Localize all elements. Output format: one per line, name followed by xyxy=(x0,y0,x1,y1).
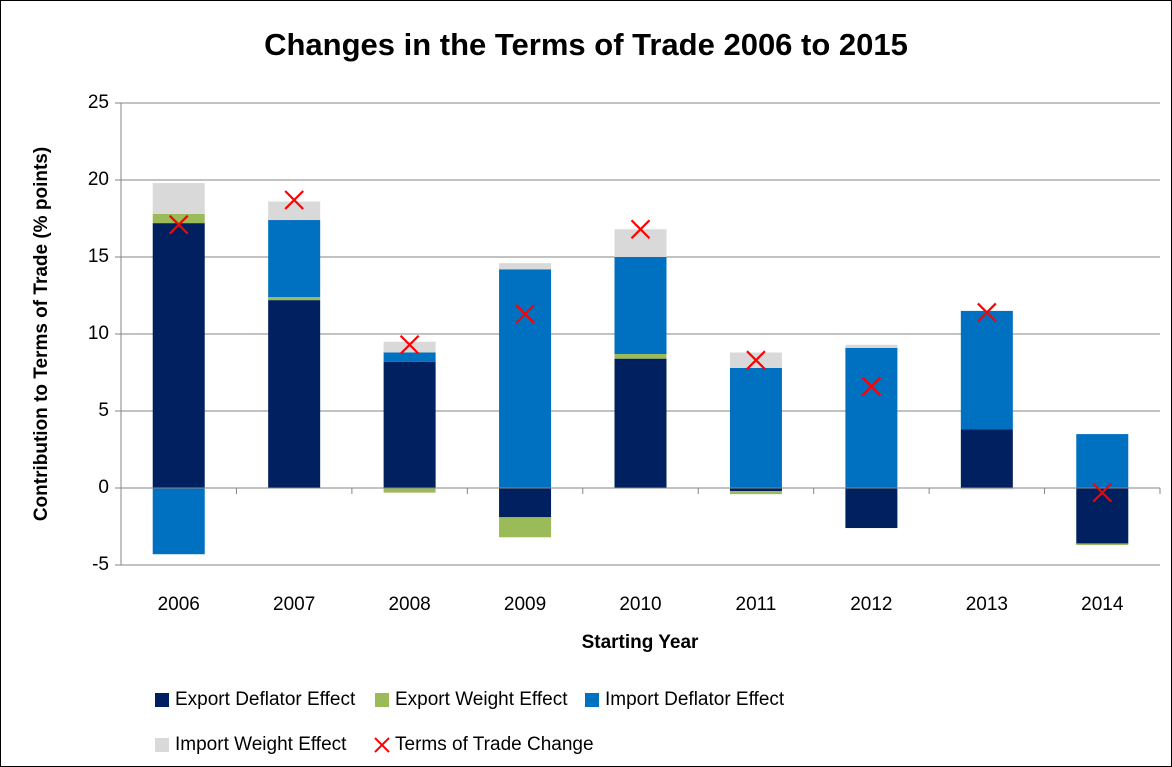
x-axis-title: Starting Year xyxy=(582,632,699,653)
bar-segment xyxy=(614,229,667,257)
y-tick-label: 5 xyxy=(98,400,109,421)
bar-segment xyxy=(268,220,321,298)
legend-swatch xyxy=(155,738,169,752)
marker xyxy=(1092,482,1113,503)
marker xyxy=(630,219,651,240)
bar-segment xyxy=(845,347,898,488)
y-tick-label: 10 xyxy=(88,323,109,344)
bar-segment xyxy=(960,310,1013,430)
legend-swatch xyxy=(585,693,599,707)
y-axis-title: Contribution to Terms of Trade (% points… xyxy=(31,147,52,521)
marker xyxy=(977,302,997,323)
x-tick-label: 2012 xyxy=(850,594,892,615)
marker xyxy=(861,376,882,397)
bar-segment xyxy=(614,354,667,359)
bar-segment xyxy=(729,367,782,488)
legend-label: Terms of Trade Change xyxy=(395,734,594,755)
x-tick-label: 2010 xyxy=(619,594,661,615)
bar-segment xyxy=(268,201,321,221)
x-tick-label: 2007 xyxy=(273,594,315,615)
bar-segment xyxy=(152,488,205,555)
legend-label: Import Deflator Effect xyxy=(605,689,785,710)
marker xyxy=(746,350,766,370)
bar-segment xyxy=(383,341,436,353)
bar-segment xyxy=(729,488,782,492)
legend-swatch xyxy=(155,693,169,707)
bar-segment xyxy=(383,352,436,362)
legend-label: Import Weight Effect xyxy=(175,734,347,755)
bar-segment xyxy=(152,223,205,488)
bar-segment xyxy=(845,488,898,529)
y-tick-label: -5 xyxy=(92,554,109,575)
marker xyxy=(399,335,420,355)
y-tick-label: 15 xyxy=(88,246,109,267)
bar-segment xyxy=(268,297,321,301)
bar-segment xyxy=(614,358,667,488)
legend-swatch xyxy=(375,693,389,707)
chart-title: Changes in the Terms of Trade 2006 to 20… xyxy=(264,27,908,62)
marker xyxy=(284,190,304,210)
bar-segment xyxy=(729,491,782,495)
bar-segment xyxy=(268,300,321,488)
x-tick-label: 2013 xyxy=(966,594,1008,615)
bar-segment xyxy=(152,213,205,224)
bar-segment xyxy=(383,488,436,493)
legend-marker xyxy=(374,737,390,753)
y-tick-label: 20 xyxy=(88,169,109,190)
bar-segment xyxy=(845,344,898,348)
x-tick-label: 2009 xyxy=(504,594,546,615)
y-tick-label: 25 xyxy=(88,92,109,113)
bar-segment xyxy=(499,269,552,488)
x-tick-label: 2008 xyxy=(388,594,430,615)
bar-segment xyxy=(1076,543,1129,545)
bar-segment xyxy=(1076,488,1129,544)
legend-label: Export Weight Effect xyxy=(395,689,568,710)
bar-segment xyxy=(499,263,552,270)
x-tick-label: 2006 xyxy=(158,594,200,615)
bar-segment xyxy=(499,517,552,538)
bar-segment xyxy=(152,183,205,214)
x-tick-label: 2014 xyxy=(1081,594,1124,615)
bar-segment xyxy=(383,361,436,488)
marker xyxy=(168,214,189,235)
bar-segment xyxy=(960,488,1013,490)
y-tick-label: 0 xyxy=(98,477,109,498)
bar-segment xyxy=(499,488,552,518)
legend-label: Export Deflator Effect xyxy=(175,689,356,710)
bar-segment xyxy=(614,257,667,355)
bar-segment xyxy=(960,429,1013,488)
marker xyxy=(515,304,535,324)
x-tick-label: 2011 xyxy=(736,594,777,615)
bar-segment xyxy=(1076,434,1129,488)
